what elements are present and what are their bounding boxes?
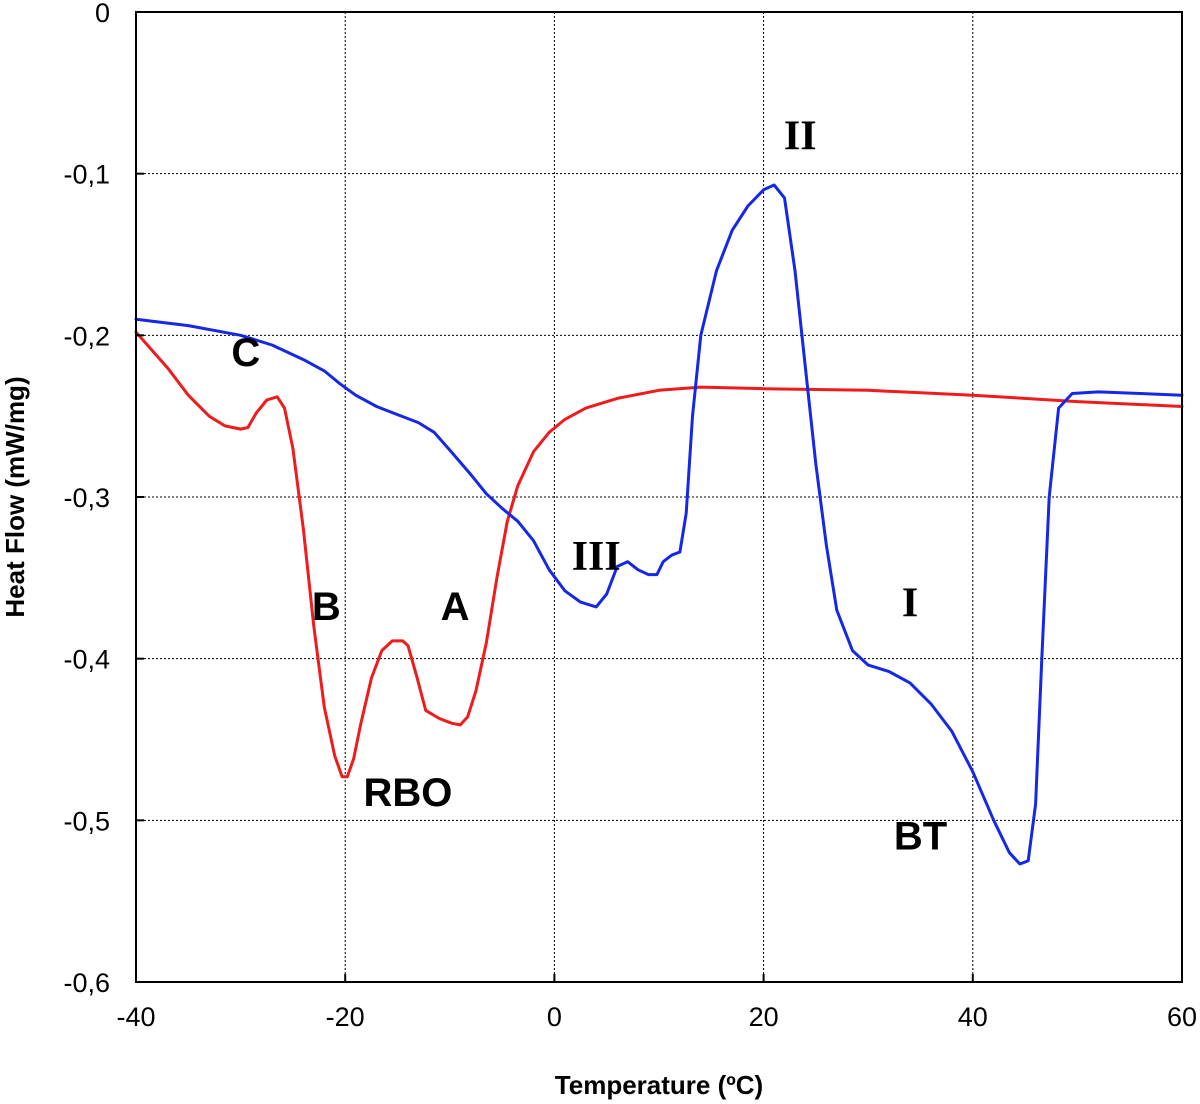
x-tick-label: 20 [749,1002,779,1032]
annotation-label: B [312,585,341,629]
x-axis-title: Temperature (ºC) [555,1070,763,1100]
y-axis-title: Heat Flow (mW/mg) [0,376,30,617]
annotation-label: I [902,581,918,627]
annotation-label: RBO [364,771,453,815]
y-tick-label: -0,4 [63,645,110,675]
y-tick-label: -0,1 [63,160,110,190]
series-line-2 [134,183,1184,866]
series-line-1 [134,330,1184,779]
y-tick-label: -0,5 [63,806,110,836]
grid [136,12,1182,982]
annotation-label: A [441,585,470,629]
series-layer [134,183,1184,866]
annotation-label: III [572,534,621,580]
x-tick-label: 0 [547,1002,562,1032]
annotation-label: II [784,113,817,159]
x-tick-label: 60 [1167,1002,1197,1032]
y-tick-label: -0,2 [63,321,110,351]
annotation-label: BT [894,814,947,858]
x-tick-label: 40 [958,1002,988,1032]
y-tick-label: -0,3 [63,483,110,513]
y-tick-label: -0,6 [63,968,110,998]
y-tick-label: 0 [95,0,110,28]
annotation-label: C [231,331,260,375]
axis-ticks: -40 -20 0 20 40 60 0 -0,1 -0,2 -0,3 -0,4 -0,5 -0,6 [63,0,1197,1032]
x-tick-label: -40 [116,1002,155,1032]
x-tick-label: -20 [326,1002,365,1032]
